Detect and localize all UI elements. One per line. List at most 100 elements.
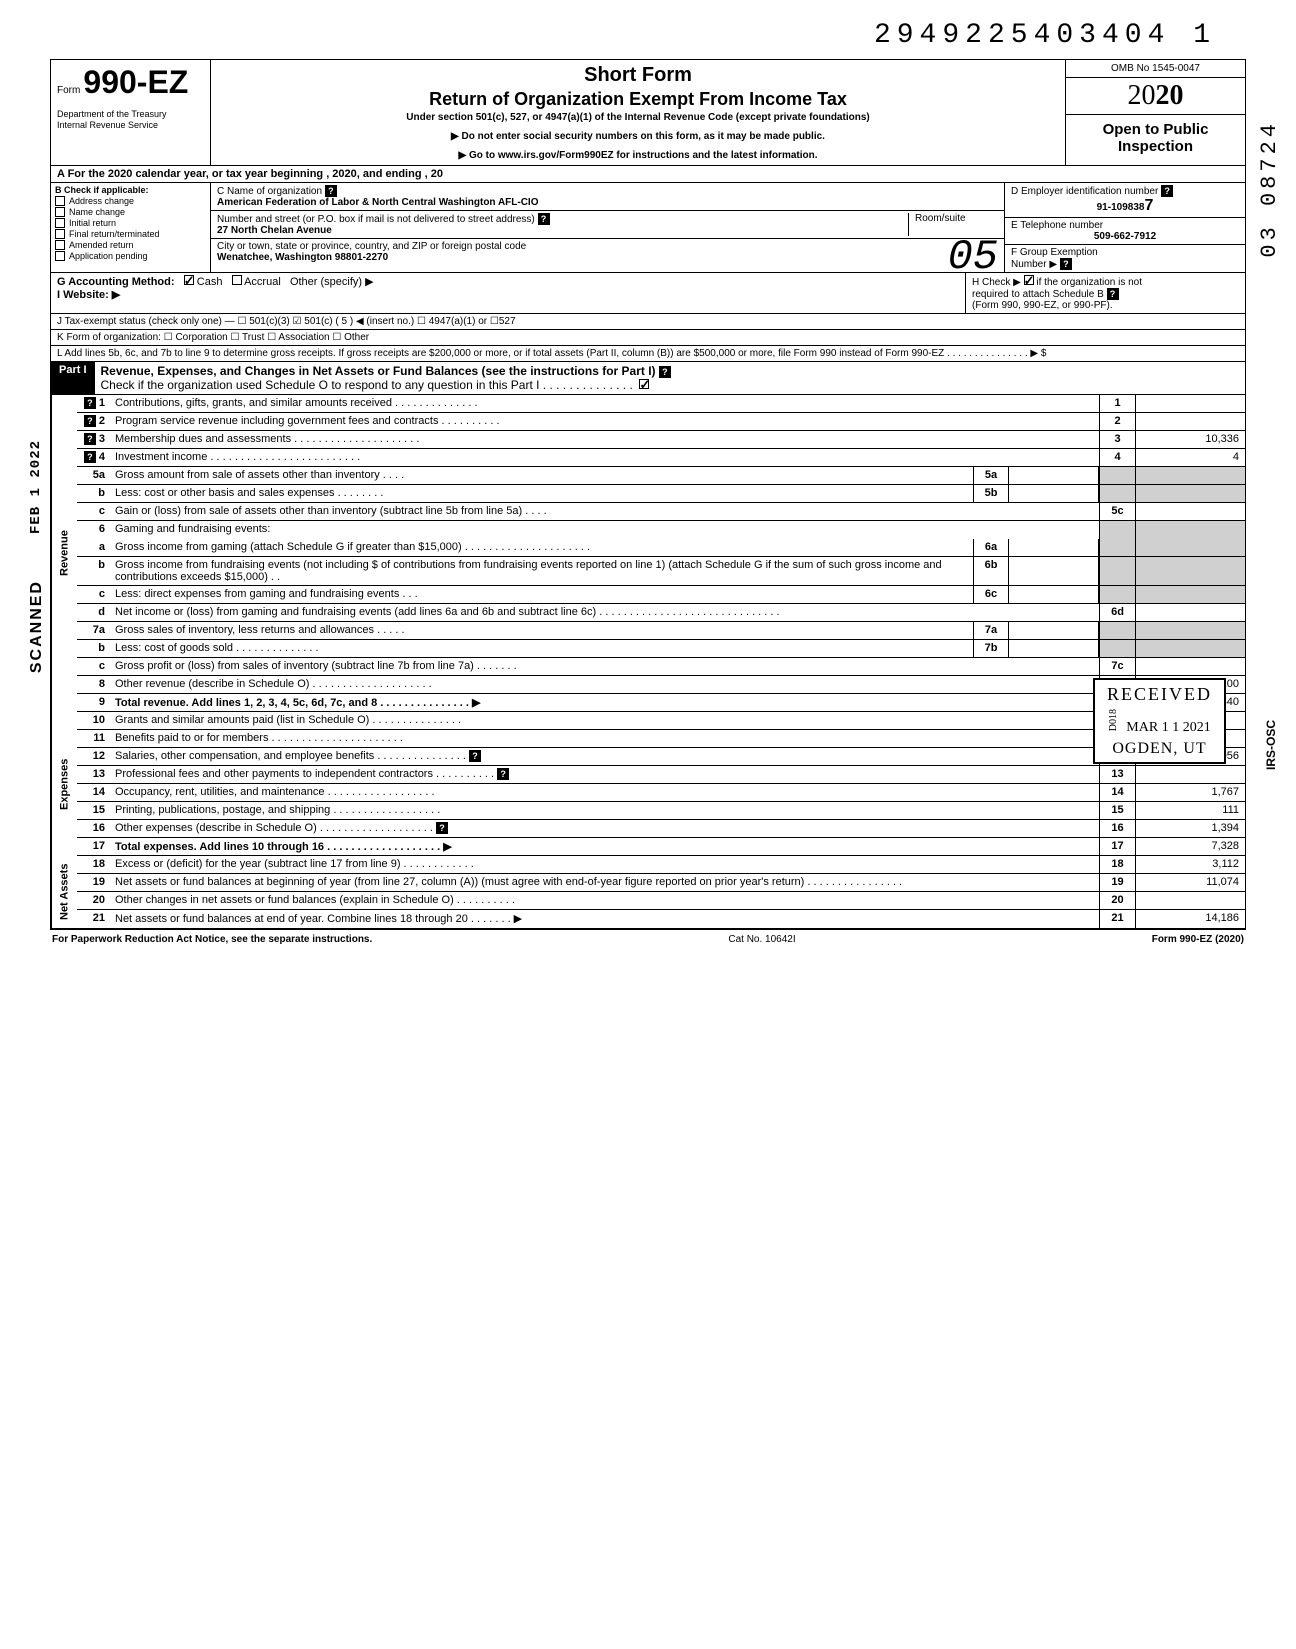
section-def: D Employer identification number ? 91-10… <box>1005 183 1245 272</box>
phone: 509-662-7912 <box>1094 231 1156 242</box>
checkbox-schedule-b[interactable] <box>1024 275 1034 285</box>
section-l-gross-receipts: L Add lines 5b, 6c, and 7b to line 9 to … <box>51 346 1245 362</box>
line-15: Printing, publications, postage, and shi… <box>111 802 1099 819</box>
label-org-name: C Name of organization <box>217 186 322 197</box>
line-10: Grants and similar amounts paid (list in… <box>111 712 1099 729</box>
help-icon: ? <box>1107 288 1119 300</box>
stamp-irs-osc: IRS-OSC <box>1264 720 1278 770</box>
revenue-group: Revenue ? 1Contributions, gifts, grants,… <box>51 395 1245 712</box>
side-label-netassets: Net Assets <box>51 856 77 928</box>
checkbox-schedule-o[interactable] <box>639 379 649 389</box>
line-9: Total revenue. Add lines 1, 2, 3, 4, 5c,… <box>111 694 1099 711</box>
checkbox-accrual[interactable] <box>232 275 242 285</box>
line-20: Other changes in net assets or fund bala… <box>111 892 1099 909</box>
label-group-number: Number ▶ <box>1011 259 1057 270</box>
part1-check-line: Check if the organization used Schedule … <box>101 378 633 392</box>
section-k-form-org: K Form of organization: ☐ Corporation ☐ … <box>51 330 1245 346</box>
line-21: Net assets or fund balances at end of ye… <box>111 910 1099 928</box>
label-street: Number and street (or P.O. box if mail i… <box>217 214 535 225</box>
line-8: Other revenue (describe in Schedule O) .… <box>111 676 1099 693</box>
short-form-title: Short Form <box>219 64 1057 87</box>
line-13: Professional fees and other payments to … <box>111 766 1099 783</box>
form-header: Form 990-EZ Department of the Treasury I… <box>51 60 1245 166</box>
form-prefix: Form <box>57 85 80 96</box>
label-city: City or town, state or province, country… <box>217 241 526 252</box>
page-number-top: 2949225403404 1 <box>50 20 1246 51</box>
checkbox-initial-return[interactable] <box>55 218 65 228</box>
footer: For Paperwork Reduction Act Notice, see … <box>50 930 1246 945</box>
dept-irs: Internal Revenue Service <box>57 120 204 131</box>
label-accounting: G Accounting Method: <box>57 276 175 288</box>
part1-label: Part I <box>51 362 95 394</box>
part1-header-row: Part I Revenue, Expenses, and Changes in… <box>51 362 1245 395</box>
line-6: Gaming and fundraising events: <box>111 521 1099 539</box>
line-19: Net assets or fund balances at beginning… <box>111 874 1099 891</box>
section-c-org-info: C Name of organization ? American Federa… <box>211 183 1005 272</box>
footer-form-ref: Form 990-EZ (2020) <box>1152 934 1244 945</box>
line-3: Membership dues and assessments . . . . … <box>111 431 1099 448</box>
line-5b: Less: cost or other basis and sales expe… <box>111 485 973 502</box>
section-b-title: B Check if applicable: <box>55 185 206 195</box>
help-icon: ? <box>538 213 550 225</box>
line-5c: Gain or (loss) from sale of assets other… <box>111 503 1099 520</box>
line-18: Excess or (deficit) for the year (subtra… <box>111 856 1099 873</box>
section-a-tax-year: A For the 2020 calendar year, or tax yea… <box>51 166 1245 183</box>
line-6b: Gross income from fundraising events (no… <box>111 557 973 585</box>
line-4: Investment income . . . . . . . . . . . … <box>111 449 1099 466</box>
dept-treasury: Department of the Treasury <box>57 109 204 120</box>
line-5a: Gross amount from sale of assets other t… <box>111 467 973 484</box>
tax-year: 2020 <box>1066 78 1245 115</box>
open-to-public: Open to Public Inspection <box>1066 115 1245 161</box>
checkbox-final-return[interactable] <box>55 229 65 239</box>
footer-cat-no: Cat No. 10642I <box>728 934 795 945</box>
line-11: Benefits paid to or for members . . . . … <box>111 730 1099 747</box>
line-16: Other expenses (describe in Schedule O) … <box>111 820 1099 837</box>
side-label-expenses: Expenses <box>51 712 77 856</box>
main-title: Return of Organization Exempt From Incom… <box>219 89 1057 110</box>
instr-url: ▶ Go to www.irs.gov/Form990EZ for instru… <box>219 150 1057 161</box>
org-name: American Federation of Labor & North Cen… <box>217 197 539 208</box>
checkbox-amended-return[interactable] <box>55 240 65 250</box>
section-bcdef: B Check if applicable: Address change Na… <box>51 183 1245 273</box>
section-b-checkboxes: B Check if applicable: Address change Na… <box>51 183 211 272</box>
line-7a: Gross sales of inventory, less returns a… <box>111 622 973 639</box>
title-box: Short Form Return of Organization Exempt… <box>211 60 1065 165</box>
line-6c: Less: direct expenses from gaming and fu… <box>111 586 973 603</box>
footer-paperwork: For Paperwork Reduction Act Notice, see … <box>52 934 372 945</box>
expenses-group: Expenses 10Grants and similar amounts pa… <box>51 712 1245 856</box>
org-street: 27 North Chelan Avenue <box>217 225 332 236</box>
line-1: Contributions, gifts, grants, and simila… <box>111 395 1099 412</box>
checkbox-application-pending[interactable] <box>55 251 65 261</box>
form-number: 990-EZ <box>83 64 188 100</box>
line-12: Salaries, other compensation, and employ… <box>111 748 1099 765</box>
line-14: Occupancy, rent, utilities, and maintena… <box>111 784 1099 801</box>
checkbox-name-change[interactable] <box>55 207 65 217</box>
section-h: H Check ▶ if the organization is not req… <box>965 273 1245 313</box>
label-phone: E Telephone number <box>1011 220 1103 231</box>
netassets-group: Net Assets 18Excess or (deficit) for the… <box>51 856 1245 929</box>
stamp-date-left: FEB 1 2022 <box>28 440 44 534</box>
form-id-box: Form 990-EZ Department of the Treasury I… <box>51 60 211 165</box>
line-6a: Gross income from gaming (attach Schedul… <box>111 539 973 556</box>
side-label-revenue: Revenue <box>51 395 77 712</box>
section-ghi: G Accounting Method: Cash Accrual Other … <box>51 273 1245 314</box>
label-group-exemption: F Group Exemption <box>1011 247 1098 258</box>
omb-number: OMB No 1545-0047 <box>1066 60 1245 78</box>
checkbox-cash[interactable] <box>184 275 194 285</box>
line-17: Total expenses. Add lines 10 through 16 … <box>111 838 1099 855</box>
form-990ez-container: Form 990-EZ Department of the Treasury I… <box>50 59 1246 930</box>
label-room: Room/suite <box>915 213 966 224</box>
stamp-05: 05 <box>948 233 998 281</box>
help-icon: ? <box>1060 258 1072 270</box>
stamp-received: RECEIVED D018 MAR 1 1 2021 OGDEN, UT <box>1093 678 1226 764</box>
help-icon: ? <box>325 185 337 197</box>
section-j-tax-exempt: J Tax-exempt status (check only one) — ☐… <box>51 314 1245 330</box>
sub-title: Under section 501(c), 527, or 4947(a)(1)… <box>219 112 1057 123</box>
line-6d: Net income or (loss) from gaming and fun… <box>111 604 1099 621</box>
line-2: Program service revenue including govern… <box>111 413 1099 430</box>
checkbox-address-change[interactable] <box>55 196 65 206</box>
stamp-scanned: SCANNED <box>28 580 46 673</box>
part1-title: Revenue, Expenses, and Changes in Net As… <box>101 364 656 378</box>
org-city: Wenatchee, Washington 98801-2270 <box>217 252 388 263</box>
help-icon: ? <box>1161 185 1173 197</box>
